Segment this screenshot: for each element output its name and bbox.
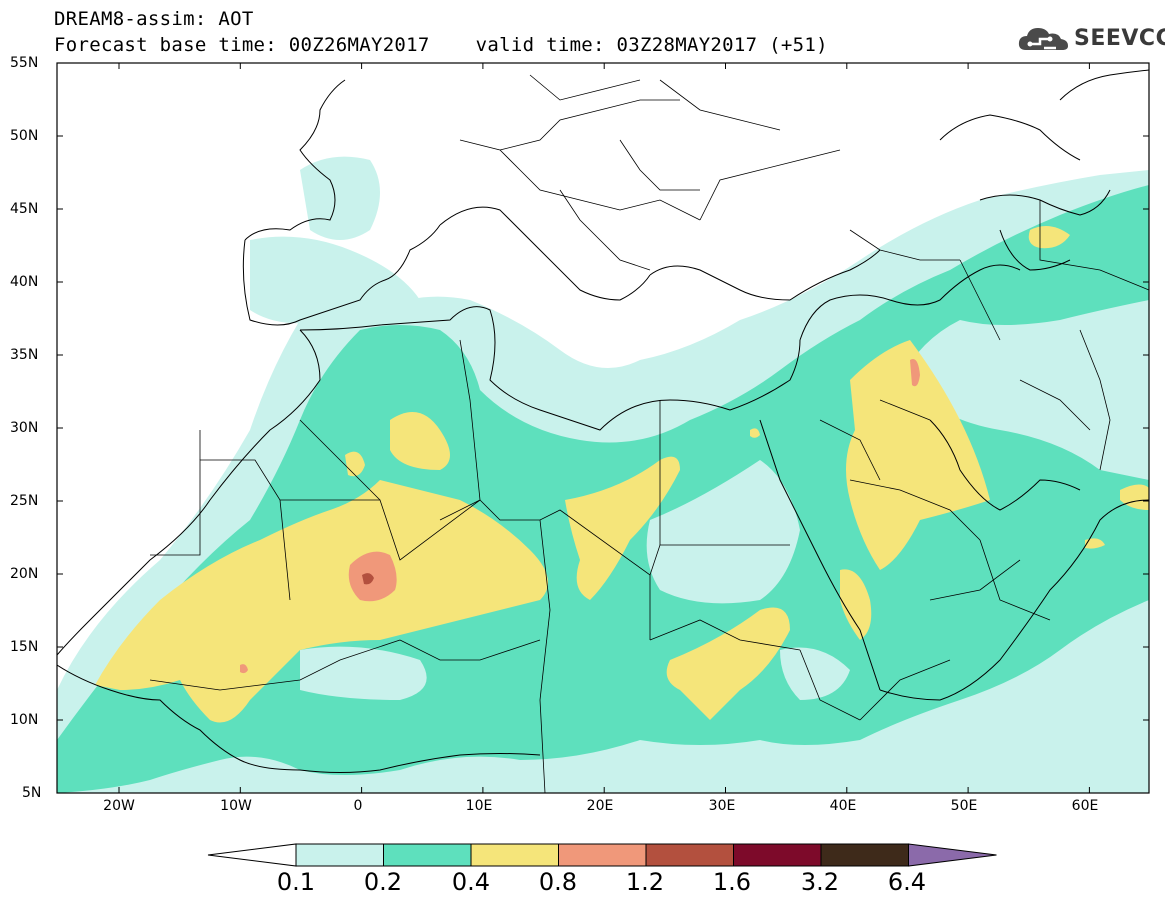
lat-label: 35N [10, 347, 39, 363]
colorbar-label: 0.1 [276, 868, 316, 896]
colorbar-label: 1.6 [712, 868, 752, 896]
map-title: DREAM8-assim: AOT [54, 8, 254, 30]
base-time: Forecast base time: 00Z26MAY2017 [54, 34, 430, 56]
colorbar-min-arrow [207, 843, 297, 867]
colorbar-label: 6.4 [887, 868, 927, 896]
lat-label: 30N [10, 420, 39, 436]
country-borders [149, 74, 1149, 793]
lat-label: 55N [10, 55, 39, 71]
aot-low-patches [300, 460, 850, 700]
logo-text: SEEVCCC [1074, 26, 1165, 51]
colorbar-label: 3.2 [800, 868, 840, 896]
colorbar-segment [470, 843, 559, 867]
colorbar-label: 0.4 [451, 868, 491, 896]
colorbar [207, 843, 997, 867]
lat-label: 50N [10, 128, 39, 144]
aot-level-1.2 [362, 573, 374, 585]
lon-label: 50E [950, 798, 978, 814]
lat-label: 40N [10, 274, 39, 290]
seevccc-logo: SEEVCCC [1016, 24, 1165, 56]
colorbar-label: 0.2 [363, 868, 403, 896]
colorbar-segment [820, 843, 909, 867]
lon-label: 20E [586, 798, 614, 814]
aot-level-0.4 [95, 226, 1149, 723]
colorbar-label: 0.8 [538, 868, 578, 896]
lon-label: 20W [103, 798, 135, 814]
colorbar-max-arrow [908, 843, 997, 867]
colorbar-segment [733, 843, 822, 867]
colorbar-segment [558, 843, 647, 867]
colorbar-segment [383, 843, 472, 867]
cloud-logo-icon [1018, 28, 1068, 50]
lon-label: 60E [1071, 798, 1099, 814]
colorbar-segment [645, 843, 734, 867]
lon-label: 10W [220, 798, 252, 814]
lon-label: 10E [465, 798, 493, 814]
lat-label: 25N [10, 493, 39, 509]
lat-label: 10N [10, 712, 39, 728]
colorbar-segment [295, 843, 384, 867]
coastlines [57, 69, 1149, 773]
lon-label: 40E [829, 798, 857, 814]
lat-label: 45N [10, 201, 39, 217]
time-info: Forecast base time: 00Z26MAY2017 valid ti… [54, 34, 828, 56]
lat-label: 5N [22, 785, 42, 801]
lon-label: 30E [708, 798, 736, 814]
colorbar-label: 1.2 [625, 868, 665, 896]
lon-label: 0 [353, 798, 363, 814]
lat-label: 20N [10, 566, 39, 582]
valid-time: valid time: 03Z28MAY2017 (+51) [475, 34, 828, 56]
lat-label: 15N [10, 639, 39, 655]
